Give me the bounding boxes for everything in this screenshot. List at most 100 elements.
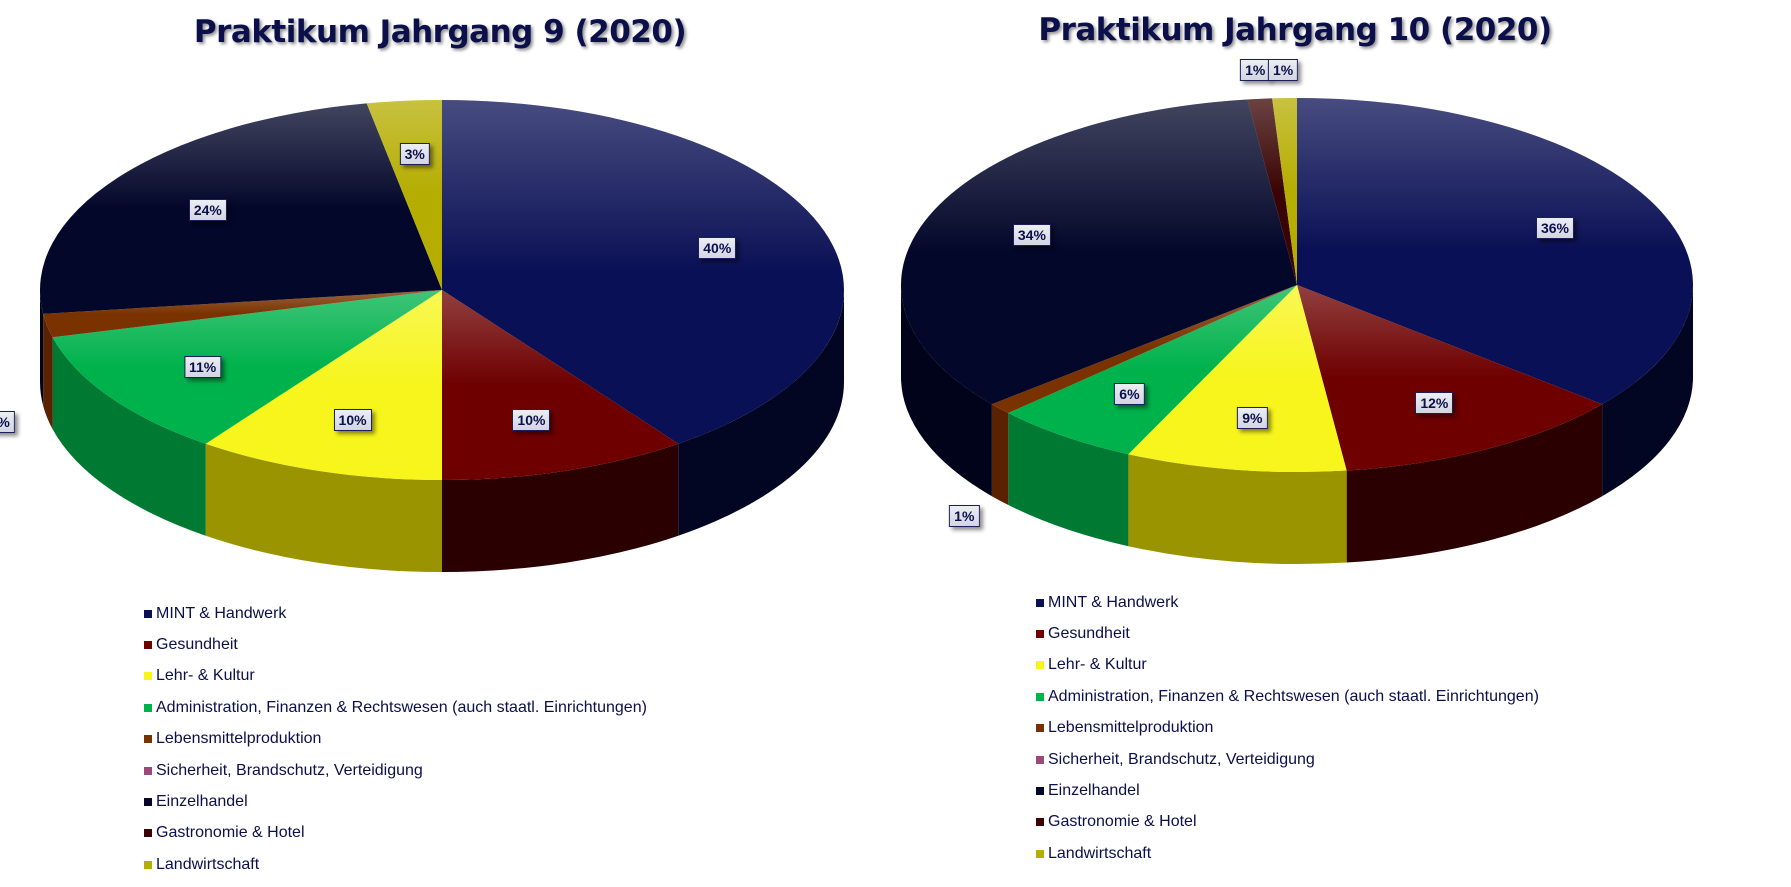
- pie-side-gesundheit: [1346, 404, 1603, 563]
- pie-slice-sheen: [205, 290, 442, 480]
- data-label-lebensmittelproduktion: 2%: [0, 410, 15, 433]
- legend-label: Lehr- & Kultur: [156, 667, 255, 685]
- data-label-einzelhandel: 24%: [188, 198, 227, 221]
- pie-chart-jahrgang-9: [39, 100, 844, 572]
- legend-item-einzelhandel: Einzelhandel: [144, 786, 647, 817]
- legend-item-administration-finanzen-rechtswesen-auch-staatl-einrichtungen: Administration, Finanzen & Rechtswesen (…: [1036, 681, 1539, 712]
- legend-label: Lebensmittelproduktion: [1048, 719, 1214, 737]
- legend-swatch: [144, 735, 152, 744]
- pie-slice-sheen: [43, 290, 442, 338]
- data-label-gesundheit: 10%: [512, 409, 551, 432]
- legend-swatch: [1036, 724, 1044, 733]
- legend-item-lehr-kultur: Lehr- & Kultur: [144, 661, 647, 692]
- data-label-lebensmittelproduktion: 1%: [949, 504, 980, 527]
- legend-swatch: [144, 798, 152, 807]
- data-label-administration-finanzen-rechtswesen-auch-staatl-einrichtungen: 11%: [183, 355, 222, 378]
- pie-slice-sheen: [1272, 98, 1297, 285]
- chart-title-jahrgang-10: Praktikum Jahrgang 10 (2020): [1038, 12, 1552, 48]
- legend-label: Einzelhandel: [156, 793, 248, 811]
- legend-swatch: [144, 766, 152, 775]
- legend-item-sicherheit-brandschutz-verteidigung: Sicherheit, Brandschutz, Verteidigung: [144, 755, 647, 786]
- legend-label: Sicherheit, Brandschutz, Verteidigung: [1048, 750, 1315, 768]
- pie-slice-sheen: [901, 99, 1297, 405]
- legend-label: Sicherheit, Brandschutz, Verteidigung: [156, 761, 423, 779]
- legend-swatch: [1036, 598, 1044, 607]
- data-label-mint-handwerk: 40%: [698, 236, 737, 259]
- legend-swatch: [1036, 755, 1044, 764]
- legend-swatch: [1036, 661, 1044, 670]
- data-label-lehr-kultur: 9%: [1237, 406, 1268, 429]
- legend-label: Gesundheit: [1048, 625, 1130, 643]
- pie-side-lebensmittelproduktion: [43, 313, 53, 430]
- data-label-gesundheit: 12%: [1415, 391, 1454, 414]
- legend-item-gesundheit: Gesundheit: [1036, 618, 1539, 649]
- legend-label: Einzelhandel: [1048, 782, 1140, 800]
- pie-slice-sheen: [991, 285, 1297, 414]
- legend-label: Gesundheit: [156, 636, 238, 654]
- legend-jahrgang-9: MINT & Handwerk Gesundheit Lehr- & Kultur A…: [144, 598, 647, 881]
- legend-swatch: [1036, 630, 1044, 639]
- legend-item-gastronomie-hotel: Gastronomie & Hotel: [1036, 807, 1539, 838]
- legend-swatch: [144, 860, 152, 869]
- legend-label: Administration, Finanzen & Rechtswesen (…: [156, 698, 647, 716]
- legend-item-gesundheit: Gesundheit: [144, 629, 647, 660]
- pie-slice-sheen: [1247, 98, 1297, 285]
- data-label-lehr-kultur: 10%: [333, 409, 372, 432]
- chart-title-jahrgang-9: Praktikum Jahrgang 9 (2020): [193, 14, 687, 50]
- pie-side-einzelhandel: [901, 285, 992, 497]
- pie-slice-sheen: [52, 290, 442, 444]
- legend-swatch: [1036, 692, 1044, 701]
- legend-swatch: [144, 829, 152, 838]
- legend-swatch: [144, 609, 152, 618]
- legend-label: MINT & Handwerk: [156, 604, 287, 622]
- legend-item-mint-handwerk: MINT & Handwerk: [1036, 587, 1539, 618]
- legend-swatch: [144, 672, 152, 681]
- data-label-einzelhandel: 34%: [1012, 224, 1051, 247]
- legend-swatch: [1036, 787, 1044, 796]
- legend-swatch: [144, 641, 152, 650]
- legend-item-lebensmittelproduktion: Lebensmittelproduktion: [144, 724, 647, 755]
- legend-swatch: [144, 703, 152, 712]
- legend-label: Landwirtschaft: [156, 855, 260, 873]
- legend-jahrgang-10: MINT & Handwerk Gesundheit Lehr- & Kultur A…: [1036, 587, 1539, 870]
- legend-item-mint-handwerk: MINT & Handwerk: [144, 598, 647, 629]
- data-label-landwirtschaft: 1%: [1267, 59, 1299, 81]
- pie-side-lebensmittelproduktion: [991, 404, 1009, 506]
- legend-item-lebensmittelproduktion: Lebensmittelproduktion: [1036, 713, 1539, 744]
- pie-slice-sheen: [1008, 285, 1297, 455]
- pie-side-administration-finanzen-rechtswesen-auch-staatl-einrichtungen: [52, 337, 206, 536]
- legend-label: Lehr- & Kultur: [1048, 656, 1147, 674]
- data-label-administration-finanzen-rechtswesen-auch-staatl-einrichtungen: 6%: [1114, 382, 1145, 405]
- pie-slice-sheen: [39, 103, 442, 314]
- legend-label: Landwirtschaft: [1048, 844, 1152, 862]
- data-label-landwirtschaft: 3%: [399, 142, 430, 165]
- legend-swatch: [1036, 818, 1044, 827]
- pie-side-administration-finanzen-rechtswesen-auch-staatl-einrichtungen: [1008, 413, 1129, 547]
- legend-item-einzelhandel: Einzelhandel: [1036, 775, 1539, 806]
- legend-label: Gastronomie & Hotel: [156, 824, 305, 842]
- legend-item-landwirtschaft: Landwirtschaft: [144, 849, 647, 880]
- pie-side-lehr-kultur: [205, 443, 442, 572]
- pie-slice-sheen: [1297, 98, 1694, 405]
- pie-slice-sheen: [1128, 285, 1347, 472]
- legend-label: Administration, Finanzen & Rechtswesen (…: [1048, 687, 1539, 705]
- legend-item-landwirtschaft: Landwirtschaft: [1036, 838, 1539, 869]
- legend-item-lehr-kultur: Lehr- & Kultur: [1036, 650, 1539, 681]
- pie-slice-sheen: [442, 290, 679, 480]
- legend-item-administration-finanzen-rechtswesen-auch-staatl-einrichtungen: Administration, Finanzen & Rechtswesen (…: [144, 692, 647, 723]
- pie-side-einzelhandel: [40, 290, 44, 406]
- pie-side-mint-handwerk: [1602, 285, 1693, 497]
- pie-slice-sheen: [442, 100, 844, 444]
- pie-chart-jahrgang-10: [901, 98, 1694, 565]
- pie-side-gesundheit: [442, 443, 679, 572]
- legend-swatch: [1036, 849, 1044, 858]
- legend-item-sicherheit-brandschutz-verteidigung: Sicherheit, Brandschutz, Verteidigung: [1036, 744, 1539, 775]
- data-label-mint-handwerk: 36%: [1535, 216, 1574, 239]
- legend-label: Lebensmittelproduktion: [156, 730, 322, 748]
- pie-side-lehr-kultur: [1128, 454, 1347, 565]
- legend-label: MINT & Handwerk: [1048, 593, 1179, 611]
- pie-slice-sheen: [1297, 285, 1603, 471]
- legend-item-gastronomie-hotel: Gastronomie & Hotel: [144, 818, 647, 849]
- data-label-gastronomie-hotel: 1%: [1240, 59, 1271, 81]
